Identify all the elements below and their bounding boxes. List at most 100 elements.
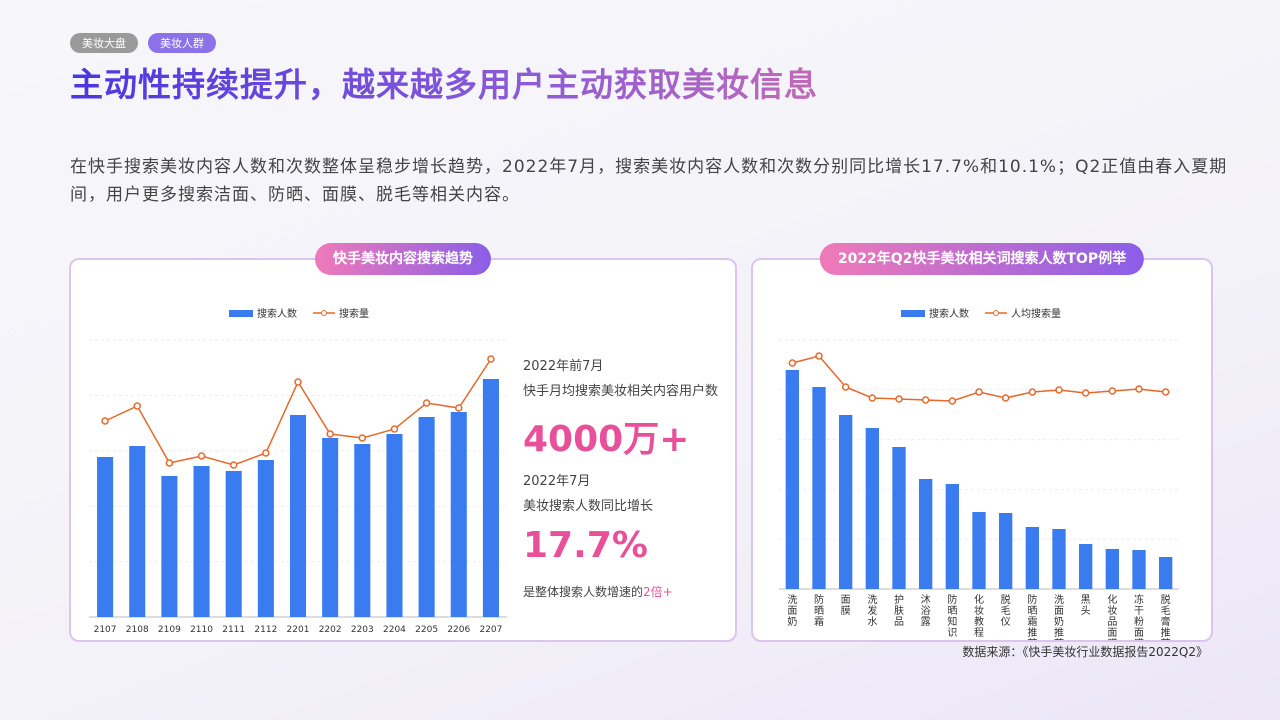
bar bbox=[865, 428, 879, 589]
bar bbox=[1052, 529, 1066, 589]
x-tick-label-char: 浴 bbox=[921, 605, 931, 617]
growth-note: 是整体搜索人数增速的2倍+ bbox=[523, 583, 673, 600]
line-point bbox=[487, 355, 495, 363]
legend-bar-label: 搜索人数 bbox=[257, 307, 297, 320]
bar bbox=[129, 446, 146, 617]
x-tick-label-char: 妆 bbox=[974, 604, 984, 617]
bar bbox=[1132, 550, 1146, 589]
stat2-label2: 美妆搜索人数同比增长 bbox=[523, 499, 654, 514]
page-title: 主动性持续提升，越来越多用户主动获取美妆信息 bbox=[70, 58, 818, 106]
x-tick-label-char: 毛 bbox=[1161, 605, 1171, 617]
bar bbox=[1025, 527, 1039, 589]
bar bbox=[892, 447, 906, 589]
x-tick-label-char: 水 bbox=[867, 616, 877, 628]
line-point bbox=[1028, 388, 1037, 396]
x-tick-label-char: 奶 bbox=[1054, 616, 1064, 628]
line-point bbox=[165, 459, 174, 467]
x-tick-label-char: 膜 bbox=[1134, 638, 1144, 640]
x-tick-label-char: 荐 bbox=[1054, 638, 1064, 640]
line-point bbox=[294, 378, 302, 386]
bar bbox=[257, 460, 274, 617]
line-point bbox=[197, 452, 206, 460]
x-tick-label-char: 冻 bbox=[1134, 593, 1144, 606]
line-point bbox=[326, 430, 334, 438]
bar bbox=[482, 379, 499, 617]
legend-bar-swatch bbox=[229, 310, 253, 317]
bar bbox=[450, 412, 467, 617]
growth-note-text: 是整体搜索人数增速的 bbox=[523, 585, 644, 599]
x-tick-label: 2111 bbox=[222, 625, 245, 635]
x-tick-label: 2202 bbox=[319, 625, 342, 635]
trend-panel: 快手美妆内容搜索趋势 搜索人数 搜索量 2107 2108 2109 2110 2111 21… bbox=[69, 243, 737, 642]
line-point bbox=[1135, 385, 1143, 393]
x-tick-label-char: 洗 bbox=[787, 594, 797, 606]
x-tick-label-char: 霜 bbox=[1027, 616, 1037, 628]
bar bbox=[161, 476, 178, 617]
x-tick-label-char: 品 bbox=[1107, 616, 1117, 628]
x-tick-label-char: 洗 bbox=[867, 594, 877, 606]
line-point bbox=[229, 461, 238, 469]
x-tick-label-char: 教 bbox=[974, 615, 984, 628]
x-tick-label-char: 干 bbox=[1134, 606, 1144, 617]
line-point bbox=[390, 425, 399, 433]
x-tick-label-char: 晒 bbox=[1027, 605, 1037, 617]
breadcrumb-tags: 美妆大盘 美妆人群 bbox=[70, 33, 216, 53]
x-tick-label-char: 化 bbox=[1107, 593, 1117, 606]
bar bbox=[418, 417, 435, 617]
legend-line-marker bbox=[993, 310, 999, 316]
x-tick-label-char: 防 bbox=[1027, 593, 1037, 606]
x-tick-label: 2108 bbox=[126, 625, 149, 635]
legend-line-marker bbox=[321, 310, 327, 316]
bar bbox=[945, 484, 959, 589]
bar bbox=[225, 471, 242, 617]
x-tick-label-char: 识 bbox=[947, 627, 957, 639]
bar bbox=[386, 434, 403, 617]
line-point bbox=[868, 394, 877, 402]
line-point bbox=[101, 417, 109, 425]
x-tick-label-char: 奶 bbox=[787, 616, 797, 628]
x-tick-label: 2110 bbox=[190, 625, 213, 635]
x-tick-label-char: 荐 bbox=[1161, 638, 1171, 640]
x-tick-label-char: 面 bbox=[787, 606, 797, 617]
line-point bbox=[262, 449, 270, 457]
bar bbox=[839, 415, 853, 589]
x-tick-label-char: 防 bbox=[814, 593, 824, 606]
x-tick-label: 2206 bbox=[447, 625, 470, 635]
line-point bbox=[455, 404, 463, 412]
line-point bbox=[788, 359, 797, 367]
trend-chart: 搜索人数 搜索量 2107 2108 2109 2110 2111 2112 2201 2202 2… bbox=[89, 307, 507, 635]
tag-overview[interactable]: 美妆大盘 bbox=[70, 33, 138, 53]
stat2-value: 17.7% bbox=[523, 525, 648, 566]
x-tick-label-char: 品 bbox=[894, 616, 904, 628]
line-point bbox=[948, 397, 957, 405]
keyword-chart: 搜索人数 人均搜索量洗面奶防晒霜面膜洗发水护肤品沐浴露防晒知识化妆教程脱毛仪防晒霜… bbox=[779, 307, 1179, 640]
bar bbox=[289, 415, 307, 617]
line-point bbox=[1161, 388, 1170, 396]
x-tick-label-char: 毛 bbox=[1001, 605, 1011, 617]
line-point bbox=[1055, 386, 1063, 394]
bar bbox=[785, 370, 799, 589]
x-tick-label-char: 黑 bbox=[1081, 594, 1091, 606]
bar bbox=[1159, 557, 1173, 589]
x-tick-label-char: 发 bbox=[867, 604, 877, 617]
description: 在快手搜索美妆内容人数和次数整体呈稳步增长趋势，2022年7月，搜索美妆内容人数… bbox=[70, 157, 1228, 205]
line-point bbox=[975, 388, 983, 396]
x-tick-label: 2207 bbox=[479, 625, 502, 635]
x-tick-label: 2109 bbox=[158, 625, 181, 635]
line-point bbox=[1108, 387, 1117, 395]
legend-line-label: 人均搜索量 bbox=[1011, 307, 1061, 320]
tag-audience[interactable]: 美妆人群 bbox=[148, 33, 216, 53]
bar bbox=[322, 438, 339, 617]
x-tick-label-char: 仪 bbox=[1001, 616, 1011, 628]
trend-panel-title: 快手美妆内容搜索趋势 bbox=[315, 243, 491, 275]
x-tick-label-char: 粉 bbox=[1134, 615, 1144, 628]
line-point bbox=[1001, 394, 1010, 402]
x-tick-label: 2204 bbox=[383, 625, 406, 635]
legend-line-label: 搜索量 bbox=[339, 307, 369, 320]
x-tick-label-char: 防 bbox=[947, 593, 957, 606]
x-tick-label-char: 脱 bbox=[1001, 593, 1011, 606]
bar bbox=[97, 457, 114, 617]
x-tick-label-char: 知 bbox=[947, 615, 957, 628]
x-tick-label-char: 面 bbox=[1134, 628, 1144, 639]
x-tick-label-char: 肤 bbox=[894, 604, 904, 617]
